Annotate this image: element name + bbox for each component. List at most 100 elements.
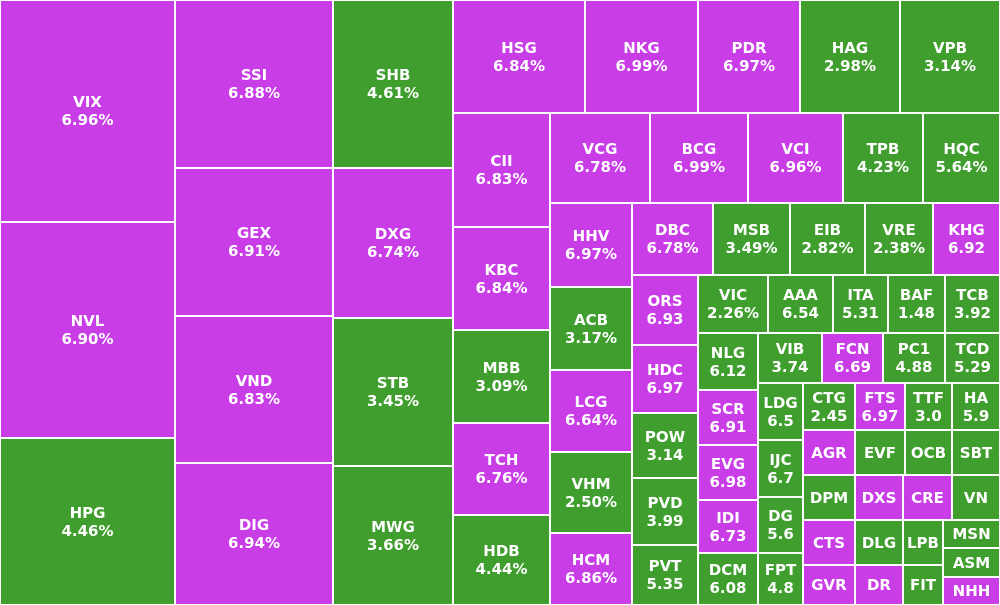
stock-tile[interactable]: OCB [905,430,952,475]
price-change: 3.14 [646,445,684,464]
ticker: LCG [574,393,608,411]
stock-tile[interactable]: VND 6.83% [175,316,333,463]
stock-tile[interactable]: CTS [803,520,855,565]
stock-tile[interactable]: HPG 4.46% [0,438,175,605]
price-change: 1.48 [897,304,935,322]
stock-tile[interactable]: GEX 6.91% [175,168,333,316]
stock-tile[interactable]: PVT 5.35 [632,545,698,605]
ticker: PVT [648,557,682,575]
stock-tile[interactable]: VIC 2.26% [698,275,768,333]
stock-tile[interactable]: DPM [803,475,855,520]
price-change: 6.64% [564,411,618,429]
ticker: VHM [571,474,611,493]
stock-tile[interactable]: FTS 6.97 [855,383,905,430]
ticker: FPT [764,561,797,579]
stock-tile[interactable]: BAF 1.48 [888,275,945,333]
stock-tile[interactable]: NLG 6.12 [698,333,758,390]
stock-tile[interactable]: VCI 6.96% [748,113,843,203]
stock-tile[interactable]: HSG 6.84% [453,0,585,113]
stock-tile[interactable]: AGR [803,430,855,475]
stock-tile[interactable]: BCG 6.99% [650,113,748,203]
stock-tile[interactable]: MSB 3.49% [713,203,790,275]
stock-tile[interactable]: FCN 6.69 [822,333,883,383]
stock-tile[interactable]: EVG 6.98 [698,445,758,500]
stock-tile[interactable]: NVL 6.90% [0,222,175,438]
stock-tile[interactable]: VIX 6.96% [0,0,175,222]
stock-tile[interactable]: TCH 6.76% [453,423,550,515]
stock-tile[interactable]: MWG 3.66% [333,466,453,605]
stock-tile[interactable]: HDB 4.44% [453,515,550,605]
stock-tile[interactable]: ASM [943,548,1000,577]
stock-tile[interactable]: SCR 6.91 [698,390,758,445]
stock-tile[interactable]: TCB 3.92 [945,275,1000,333]
price-change: 6.91 [709,417,747,436]
stock-tile[interactable]: DR [855,565,903,605]
stock-tile[interactable]: VN [952,475,1000,520]
stock-tile[interactable]: VPB 3.14% [900,0,1000,113]
stock-tile[interactable]: LDG 6.5 [758,383,803,440]
ticker: CTG [812,388,846,407]
stock-tile[interactable]: POW 3.14 [632,413,698,478]
price-change: 6.54 [781,304,819,322]
stock-tile[interactable]: PC1 4.88 [883,333,945,383]
stock-tile[interactable]: SSI 6.88% [175,0,333,168]
stock-tile[interactable]: DXG 6.74% [333,168,453,318]
stock-tile[interactable]: PDR 6.97% [698,0,800,113]
stock-tile[interactable]: PVD 3.99 [632,478,698,545]
stock-tile[interactable]: SBT [952,430,1000,475]
ticker: DG [768,507,793,525]
stock-tile[interactable]: VHM 2.50% [550,452,632,533]
stock-tile[interactable]: IJC 6.7 [758,440,803,497]
stock-tile[interactable]: GVR [803,565,855,605]
ticker: SSI [240,66,268,84]
stock-tile[interactable]: DLG [855,520,903,565]
stock-tile[interactable]: ORS 6.93 [632,275,698,345]
stock-tile[interactable]: LPB [903,520,943,565]
price-change: 6.74% [366,243,420,261]
stock-tile[interactable]: HQC 5.64% [923,113,1000,203]
stock-tile[interactable]: NKG 6.99% [585,0,698,113]
stock-tile[interactable]: KHG 6.92 [933,203,1000,275]
price-change: 6.12 [709,361,747,380]
stock-tile[interactable]: CRE [903,475,952,520]
stock-tile[interactable]: EIB 2.82% [790,203,865,275]
stock-tile[interactable]: HDC 6.97 [632,345,698,413]
stock-tile[interactable]: HHV 6.97% [550,203,632,287]
stock-tile[interactable]: FIT [903,565,943,605]
price-change: 6.69 [833,358,871,376]
stock-tile[interactable]: FPT 4.8 [758,553,803,605]
stock-tile[interactable]: CII 6.83% [453,113,550,227]
stock-tile[interactable]: IDI 6.73 [698,500,758,553]
stock-tile[interactable]: DXS [855,475,903,520]
stock-tile[interactable]: HAG 2.98% [800,0,900,113]
price-change: 6.97 [646,379,684,397]
stock-tile[interactable]: EVF [855,430,905,475]
price-change: 6.7 [767,468,794,487]
stock-tile[interactable]: MSN [943,520,1000,548]
stock-tile[interactable]: NHH [943,577,1000,605]
stock-tile[interactable]: HCM 6.86% [550,533,632,605]
stock-tile[interactable]: AAA 6.54 [768,275,833,333]
stock-tile[interactable]: TPB 4.23% [843,113,923,203]
ticker: DLG [861,533,897,552]
stock-tile[interactable]: DIG 6.94% [175,463,333,605]
stock-tile[interactable]: TCD 5.29 [945,333,1000,383]
ticker: HDC [646,361,683,379]
stock-tile[interactable]: MBB 3.09% [453,330,550,423]
stock-tile[interactable]: VIB 3.74 [758,333,822,383]
stock-tile[interactable]: HA 5.9 [952,383,1000,430]
stock-tile[interactable]: TTF 3.0 [905,383,952,430]
stock-tile[interactable]: SHB 4.61% [333,0,453,168]
stock-tile[interactable]: KBC 6.84% [453,227,550,330]
stock-tile[interactable]: CTG 2.45 [803,383,855,430]
stock-tile[interactable]: ACB 3.17% [550,287,632,370]
stock-tile[interactable]: VRE 2.38% [865,203,933,275]
stock-tile[interactable]: DBC 6.78% [632,203,713,275]
stock-tile[interactable]: STB 3.45% [333,318,453,466]
stock-tile[interactable]: VCG 6.78% [550,113,650,203]
stock-tile[interactable]: ITA 5.31 [833,275,888,333]
stock-tile[interactable]: DCM 6.08 [698,553,758,605]
ticker: LDG [763,393,798,412]
stock-tile[interactable]: DG 5.6 [758,497,803,553]
stock-tile[interactable]: LCG 6.64% [550,370,632,452]
